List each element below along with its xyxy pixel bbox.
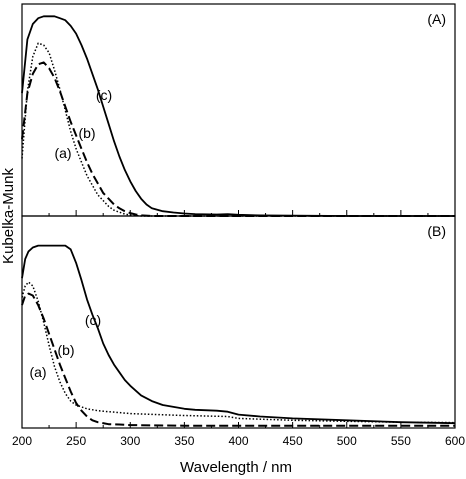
series-label: (b) — [78, 125, 95, 141]
x-tick-label: 300 — [120, 434, 140, 448]
plot-root: (A) (a) (b) (c) (B) (a) (b) (c) 200 250 300 350 400 4… — [12, 3, 465, 448]
x-tick-label: 450 — [283, 434, 303, 448]
x-tick-label: 500 — [337, 434, 357, 448]
x-axis-title: Wavelength / nm — [180, 459, 292, 476]
series-label: (a) — [54, 145, 71, 161]
series-line-dotted — [21, 281, 456, 424]
series-line-solid — [21, 15, 455, 217]
x-tick-label: 600 — [445, 434, 465, 448]
series-label: (a) — [29, 364, 46, 380]
panel-a: (A) (a) (b) (c) — [21, 3, 456, 217]
x-tick-label: 550 — [391, 434, 411, 448]
x-tick-label: 200 — [12, 434, 32, 448]
panel-b: (B) (a) (b) (c) — [21, 215, 456, 429]
series-label: (c) — [85, 312, 101, 328]
series-label: (c) — [96, 87, 112, 103]
x-tick-label: 350 — [174, 434, 194, 448]
series-line-solid — [21, 244, 456, 425]
panel-label: (B) — [427, 223, 446, 239]
x-tick-label: 400 — [228, 434, 248, 448]
x-tick-label: 250 — [66, 434, 86, 448]
panel-label: (A) — [427, 11, 446, 27]
panel-frame — [21, 3, 456, 217]
series-label: (b) — [57, 342, 74, 358]
y-axis-title: Kubelka-Munk — [0, 168, 17, 264]
